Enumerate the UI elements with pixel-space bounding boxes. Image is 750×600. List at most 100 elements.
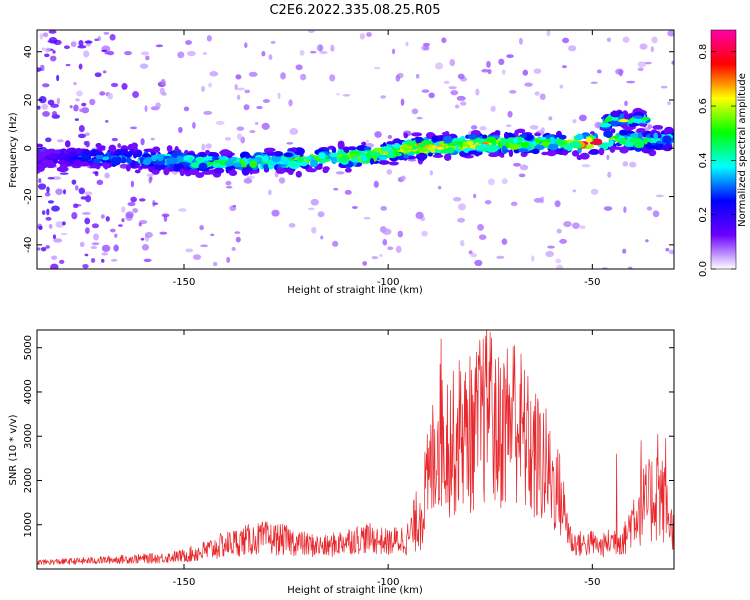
noise-blob — [60, 232, 68, 236]
noise-blob — [522, 69, 529, 76]
noise-blob — [320, 235, 324, 240]
ridge-blob — [387, 149, 395, 158]
noise-blob — [310, 50, 317, 54]
noise-blob — [391, 48, 396, 55]
noise-blob — [41, 103, 49, 110]
noise-blob — [244, 42, 248, 49]
noise-blob — [113, 244, 119, 252]
ridge-blob — [37, 143, 44, 148]
noise-blob — [124, 51, 132, 56]
noise-blob — [90, 245, 98, 250]
ridge-blob — [629, 133, 639, 139]
noise-blob — [52, 234, 56, 240]
spectrogram-xlabel: Height of straight line (km) — [287, 285, 423, 296]
ridge-blob — [646, 145, 659, 149]
noise-blob — [479, 125, 487, 131]
noise-blob — [568, 45, 577, 52]
ridge-blob — [219, 149, 231, 157]
ridge-blob — [558, 134, 567, 140]
ridge-blob — [94, 151, 104, 156]
noise-blob — [422, 42, 431, 47]
noise-blob — [559, 238, 568, 244]
noise-blob — [72, 203, 79, 209]
noise-blob — [453, 196, 462, 202]
noise-blob — [74, 185, 79, 191]
noise-blob — [286, 142, 294, 145]
noise-blob — [94, 38, 99, 42]
noise-blob — [130, 126, 138, 130]
noise-blob — [428, 92, 435, 99]
noise-blob — [307, 207, 315, 211]
noise-blob — [457, 73, 465, 80]
ridge-blob — [486, 144, 499, 153]
noise-blob — [277, 92, 281, 100]
noise-blob — [236, 87, 245, 91]
ridge-blob — [456, 141, 463, 146]
noise-blob — [407, 158, 417, 162]
noise-blob — [270, 40, 276, 44]
noise-blob — [236, 94, 241, 101]
ridge-blob — [273, 150, 284, 157]
ridge-blob — [130, 159, 136, 168]
noise-blob — [581, 164, 591, 168]
ridge-blob — [283, 152, 294, 158]
noise-blob — [457, 203, 466, 211]
noise-blob — [547, 245, 555, 249]
ridge-blob — [249, 160, 258, 168]
noise-blob — [379, 253, 383, 257]
ridge-blob — [482, 134, 488, 139]
noise-blob — [79, 108, 84, 113]
noise-blob — [73, 82, 77, 86]
noise-blob — [132, 208, 139, 213]
noise-blob — [478, 234, 487, 240]
noise-blob — [622, 161, 629, 167]
noise-blob — [448, 86, 457, 90]
noise-blob — [127, 202, 136, 207]
noise-blob — [450, 90, 459, 96]
noise-blob — [243, 178, 253, 184]
y-tick-label: 2000 — [23, 468, 34, 493]
noise-blob — [474, 259, 483, 267]
noise-blob — [652, 210, 660, 218]
noise-blob — [49, 55, 57, 62]
noise-blob — [70, 41, 77, 47]
spectrogram-blobs — [37, 30, 674, 269]
noise-blob — [539, 93, 546, 101]
noise-blob — [130, 180, 135, 188]
ridge-blob — [381, 146, 392, 152]
ridge-blob — [467, 133, 478, 140]
ridge-blob — [89, 164, 100, 169]
ridge-blob — [393, 142, 401, 150]
noise-blob — [637, 67, 644, 72]
noise-blob — [501, 178, 508, 185]
ridge-blob — [195, 172, 205, 179]
noise-blob — [437, 185, 442, 190]
ridge-blob — [68, 156, 81, 160]
ridge-blob — [151, 169, 160, 175]
ridge-blob — [416, 146, 426, 152]
ridge-blob — [176, 155, 184, 163]
ridge-blob — [485, 136, 497, 143]
colorbar-bar — [710, 29, 737, 270]
noise-blob — [56, 97, 61, 105]
noise-blob — [400, 98, 405, 106]
noise-blob — [563, 220, 572, 228]
noise-blob — [382, 228, 392, 235]
ridge-blob — [102, 161, 110, 169]
noise-blob — [110, 82, 119, 88]
noise-blob — [107, 92, 113, 100]
noise-blob — [362, 261, 368, 266]
noise-blob — [69, 105, 73, 109]
noise-blob — [153, 202, 159, 205]
ridge-blob — [64, 140, 71, 148]
ridge-blob — [501, 137, 507, 146]
noise-blob — [468, 250, 473, 255]
noise-blob — [365, 139, 369, 143]
ridge-blob — [661, 135, 672, 144]
ridge-blob — [561, 149, 569, 156]
ridge-blob — [628, 120, 633, 124]
noise-blob — [579, 225, 586, 230]
ridge-blob — [490, 131, 501, 137]
ridge-blob — [446, 146, 455, 154]
ridge-blob — [619, 118, 629, 123]
